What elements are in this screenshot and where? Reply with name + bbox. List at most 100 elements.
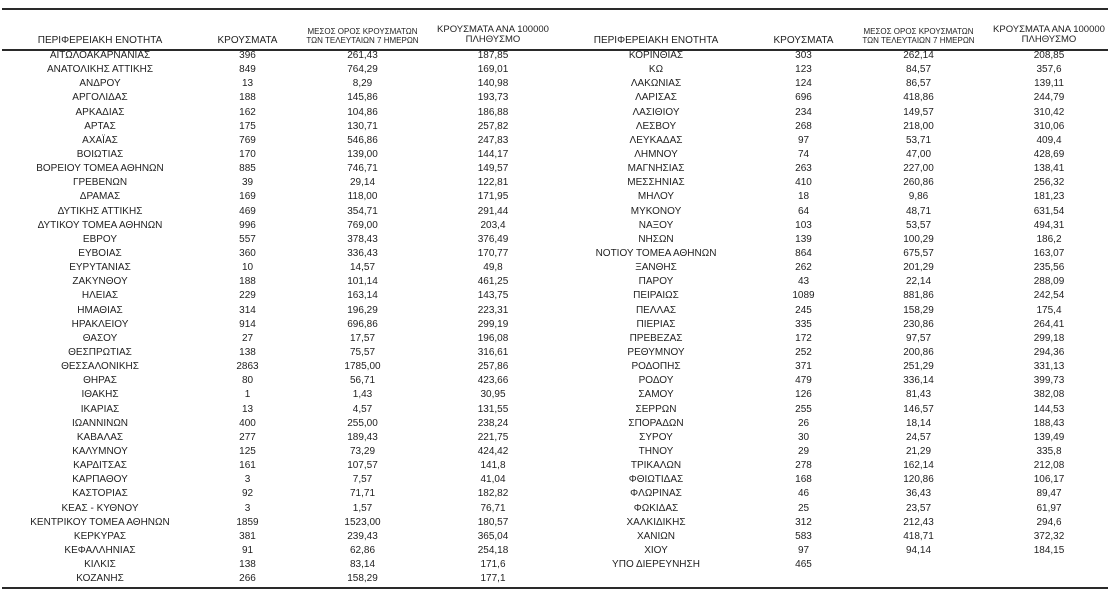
per-100k-cell: 223,31	[477, 304, 509, 316]
cases-cell: 583	[795, 530, 812, 542]
cases-cell: 266	[239, 573, 256, 585]
cases-cell: 2863	[236, 361, 259, 373]
avg-7day-cell: 162,14	[903, 460, 934, 472]
per-100k-cell: 257,82	[477, 120, 509, 132]
region-name-cell: ΙΚΑΡΙΑΣ	[80, 403, 120, 415]
region-name-cell: ΜΑΓΝΗΣΙΑΣ	[627, 163, 685, 175]
table-row: ΣΠΟΡΑΔΩΝ 26 18,14 188,43	[556, 417, 1112, 431]
cases-cell: 138	[239, 559, 256, 571]
avg-7day-cell: 62,86	[349, 544, 376, 556]
table-row: ΙΘΑΚΗΣ 1 1,43 30,95	[0, 388, 556, 402]
cases-cell: 13	[241, 78, 254, 90]
region-name-cell: ΜΥΚΟΝΟΥ	[630, 205, 682, 217]
region-name-cell: ΝΟΤΙΟΥ ΤΟΜΕΑ ΑΘΗΝΩΝ	[595, 247, 717, 259]
avg-7day-cell: 53,57	[905, 219, 932, 231]
cases-cell: 479	[795, 375, 812, 387]
cases-cell: 10	[241, 262, 254, 274]
region-name-cell: ΣΑΜΟΥ	[638, 389, 674, 401]
per-100k-cell: 257,86	[477, 361, 509, 373]
avg-7day-cell: 546,86	[347, 134, 378, 146]
region-name-cell: ΛΗΜΝΟΥ	[634, 148, 678, 160]
table-row: ΔΡΑΜΑΣ 169 118,00 171,95	[0, 190, 556, 204]
avg-7day-cell: 4,57	[352, 403, 373, 415]
header-per-100k: ΚΡΟΥΣΜΑΤΑ ΑΝΑ 100000 ΠΛΗΘΥΣΜΟ	[437, 23, 549, 46]
cases-cell: 74	[797, 148, 810, 160]
table-row: ΠΙΕΡΙΑΣ 335 230,86 264,41	[556, 318, 1112, 332]
cases-cell: 885	[239, 163, 256, 175]
table-row: ΣΑΜΟΥ 126 81,43 382,08	[556, 388, 1112, 402]
header-cases: ΚΡΟΥΣΜΑΤΑ	[773, 34, 834, 46]
region-name-cell: ΚΑΡΠΑΘΟΥ	[72, 474, 128, 486]
region-name-cell: ΜΕΣΣΗΝΙΑΣ	[627, 177, 685, 189]
header-per-100k: ΚΡΟΥΣΜΑΤΑ ΑΝΑ 100000 ΠΛΗΘΥΣΜΟ	[993, 23, 1105, 46]
region-name-cell: ΚΑΡΔΙΤΣΑΣ	[73, 460, 127, 472]
avg-7day-cell: 36,43	[905, 488, 932, 500]
avg-7day-cell: 73,29	[349, 445, 376, 457]
region-name-cell: ΑΙΤΩΛΟΑΚΑΡΝΑΝΙΑΣ	[49, 50, 151, 61]
table-row: ΖΑΚΥΝΘΟΥ 188 101,14 461,25	[0, 275, 556, 289]
table-row: ΜΗΛΟΥ 18 9,86 181,23	[556, 190, 1112, 204]
per-100k-cell: 331,13	[1033, 361, 1065, 373]
cases-cell: 18	[797, 191, 810, 203]
cases-cell: 277	[239, 431, 256, 443]
per-100k-cell: 163,07	[1033, 247, 1065, 259]
table-row: ΙΚΑΡΙΑΣ 13 4,57 131,55	[0, 403, 556, 417]
cases-cell: 864	[795, 247, 812, 259]
region-name-cell: ΗΜΑΘΙΑΣ	[77, 304, 123, 316]
per-100k-cell: 187,85	[477, 50, 509, 61]
region-name-cell: ΛΕΥΚΑΔΑΣ	[629, 134, 683, 146]
per-100k-cell: 461,25	[477, 276, 509, 288]
region-name-cell: ΖΑΚΥΝΘΟΥ	[72, 276, 128, 288]
region-name-cell: ΣΕΡΡΩΝ	[635, 403, 677, 415]
region-name-cell: ΕΥΒΟΙΑΣ	[78, 247, 122, 259]
cases-cell: 30	[797, 431, 810, 443]
per-100k-cell: 89,47	[1036, 488, 1062, 500]
region-name-cell: ΦΘΙΩΤΙΔΑΣ	[628, 474, 684, 486]
per-100k-cell: 144,53	[1033, 403, 1065, 415]
avg-7day-cell: 8,29	[352, 78, 373, 90]
per-100k-cell: 376,49	[477, 233, 509, 245]
table-row: ΠΕΛΛΑΣ 245 158,29 175,4	[556, 304, 1112, 318]
table-row: ΕΥΒΟΙΑΣ 360 336,43 170,77	[0, 247, 556, 261]
per-100k-cell: 196,08	[477, 332, 509, 344]
per-100k-cell: 131,55	[477, 403, 509, 415]
avg-7day-cell: 418,71	[903, 530, 934, 542]
per-100k-cell: 140,98	[477, 78, 509, 90]
table-row: ΠΡΕΒΕΖΑΣ 172 97,57 299,18	[556, 332, 1112, 346]
table-row: ΑΧΑΪΑΣ 769 546,86 247,83	[0, 134, 556, 148]
region-name-cell: ΚΟΖΑΝΗΣ	[76, 573, 124, 585]
avg-7day-cell: 354,71	[347, 205, 378, 217]
bottom-rule-line	[2, 587, 1108, 589]
table-row: ΛΑΚΩΝΙΑΣ 124 86,57 139,11	[556, 77, 1112, 91]
table-row: ΦΩΚΙΔΑΣ 25 23,57 61,97	[556, 502, 1112, 516]
per-100k-cell: 294,36	[1033, 346, 1065, 358]
cases-cell: 314	[239, 304, 256, 316]
per-100k-cell: 423,66	[477, 375, 509, 387]
per-100k-cell: 288,09	[1033, 276, 1065, 288]
region-name-cell: ΚΕΑΣ - ΚΥΘΝΟΥ	[61, 502, 139, 514]
cases-cell: 469	[239, 205, 256, 217]
region-name-cell: ΚΕΝΤΡΙΚΟΥ ΤΟΜΕΑ ΑΘΗΝΩΝ	[30, 516, 170, 528]
region-name-cell: ΠΑΡΟΥ	[638, 276, 674, 288]
cases-cell: 126	[795, 389, 812, 401]
avg-7day-cell: 764,29	[347, 64, 378, 76]
avg-7day-cell: 212,43	[903, 516, 934, 528]
table-row: ΤΗΝΟΥ 29 21,29 335,8	[556, 445, 1112, 459]
region-name-cell: ΠΕΛΛΑΣ	[635, 304, 677, 316]
table-row: ΑΝΔΡΟΥ 13 8,29 140,98	[0, 77, 556, 91]
per-100k-cell: 631,54	[1033, 205, 1065, 217]
avg-7day-cell: 251,29	[903, 361, 934, 373]
table-row: ΦΘΙΩΤΙΔΑΣ 168 120,86 106,17	[556, 473, 1112, 487]
cases-cell: 162	[239, 106, 256, 118]
region-name-cell: ΚΑΛΥΜΝΟΥ	[72, 445, 128, 457]
avg-7day-cell: 378,43	[347, 233, 378, 245]
cases-cell: 139	[795, 233, 812, 245]
header-region: ΠΕΡΙΦΕΡΕΙΑΚΗ ΕΝΟΤΗΤΑ	[37, 34, 163, 46]
avg-7day-cell: 230,86	[903, 318, 934, 330]
avg-7day-cell: 675,57	[903, 247, 934, 259]
per-100k-cell: 193,73	[477, 92, 509, 104]
region-name-cell: ΚΑΒΑΛΑΣ	[76, 431, 124, 443]
region-name-cell: ΑΝΔΡΟΥ	[79, 78, 121, 90]
table-row: ΗΛΕΙΑΣ 229 163,14 143,75	[0, 289, 556, 303]
avg-7day-cell: 336,43	[347, 247, 378, 259]
